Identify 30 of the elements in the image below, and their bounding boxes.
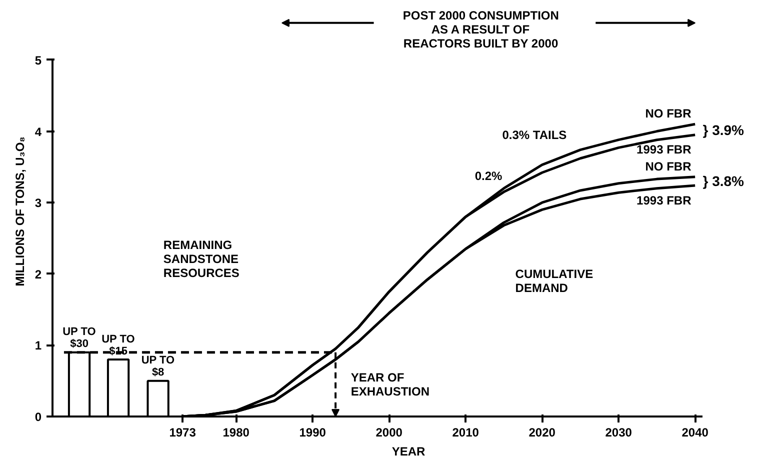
x-tick-label: 1980	[222, 426, 250, 440]
annotation: UP TO $30	[62, 326, 96, 350]
annotation: YEAR OF EXHAUSTION	[350, 370, 430, 398]
annotation: 0.3% TAILS	[502, 128, 567, 142]
series-label: NO FBR	[645, 159, 692, 174]
y-tick-label: 1	[34, 338, 42, 353]
x-tick-label: 2000	[376, 426, 403, 440]
y-tick-label: 3	[34, 196, 42, 210]
y-tick-label: 5	[34, 53, 42, 68]
annotation: REMAINING SANDSTONE RESOURCES	[163, 238, 240, 280]
x-tick-label: 1973	[169, 426, 196, 440]
series-label: 1993 FBR	[636, 193, 692, 208]
text: } 3.8%	[702, 173, 745, 190]
annotation: CUMULATIVE DEMAND	[515, 266, 594, 295]
y-tick-label: 4	[34, 124, 42, 139]
y-tick-label: 2	[34, 267, 42, 282]
y-axis-title: MILLIONS OF TONS, U₃O₈	[12, 136, 27, 286]
x-tick-label: 1990	[299, 426, 326, 440]
x-tick-label: 2040	[682, 426, 709, 440]
series-label: NO FBR	[645, 106, 692, 121]
annotation: UP TO $8	[141, 354, 176, 379]
text: POST 2000 CONSUMPTION AS A RESULT OF REACTORS BUILT BY 2000	[402, 8, 559, 51]
series-label: 1993 FBR	[636, 142, 692, 157]
x-tick-label: 2010	[452, 426, 480, 440]
text: } 3.9%	[702, 122, 745, 138]
annotation: 0.2%	[474, 169, 503, 184]
x-tick-label: 2020	[528, 426, 556, 440]
x-axis-title: YEAR	[392, 444, 426, 458]
x-tick-label: 2030	[605, 426, 632, 440]
y-tick-label: 0	[34, 410, 42, 424]
